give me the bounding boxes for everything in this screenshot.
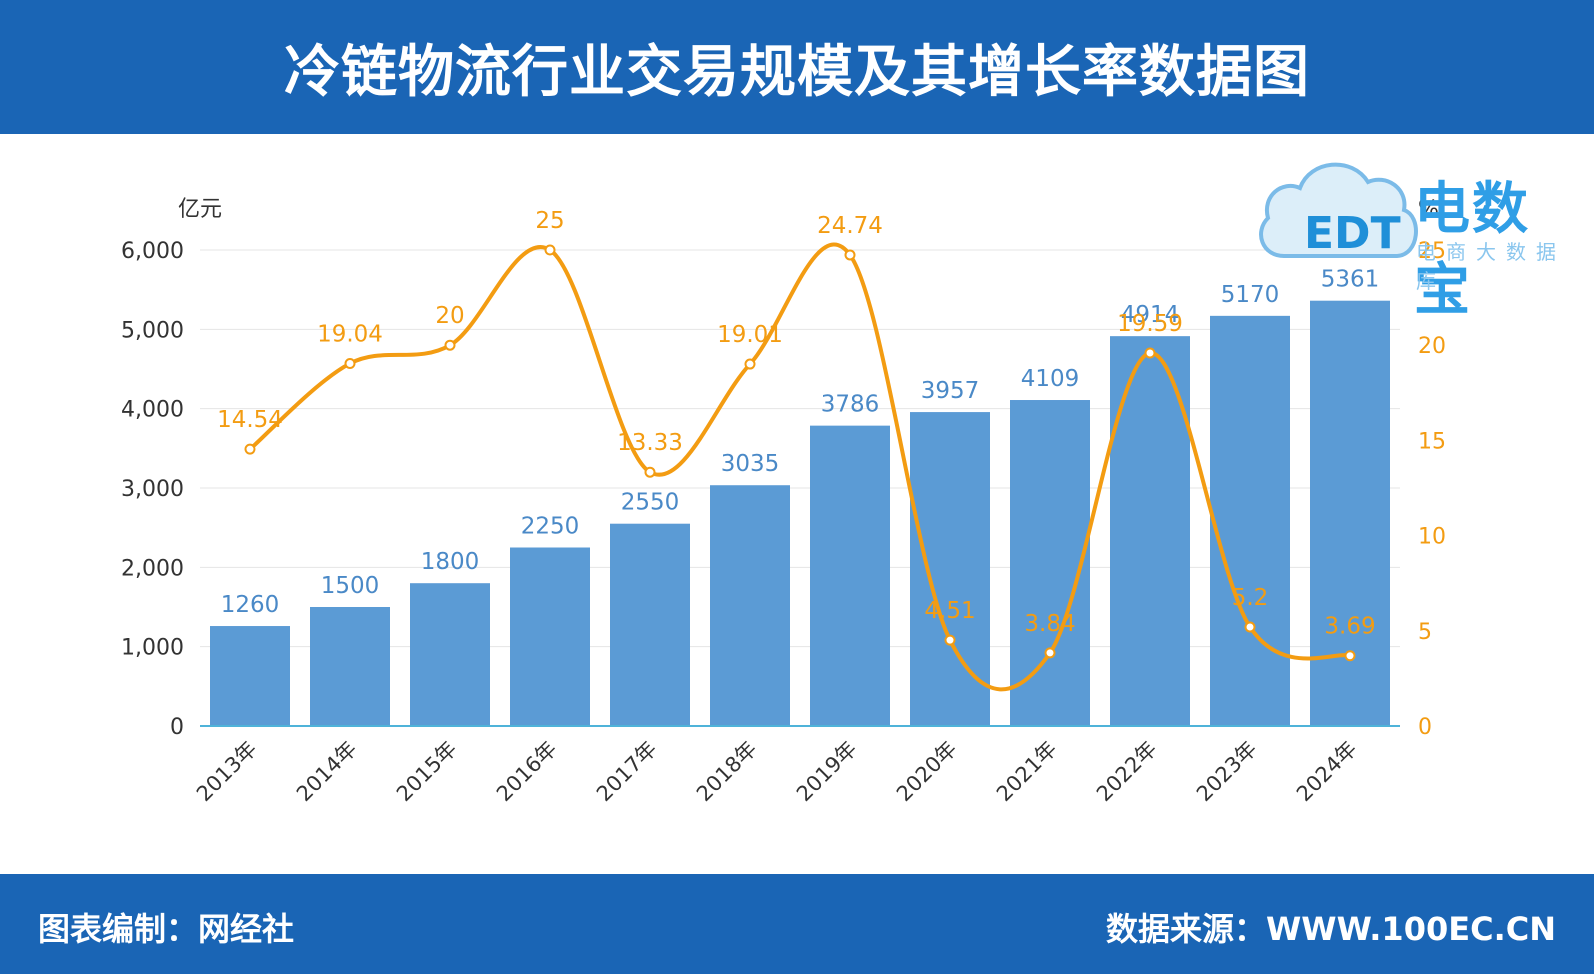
line-point xyxy=(844,249,856,261)
compiled-by: 图表编制：网经社 xyxy=(38,910,295,948)
line-value-label: 14.54 xyxy=(217,407,283,433)
line-point xyxy=(1044,647,1056,659)
line-value-label: 20 xyxy=(435,303,464,329)
y-right-tick-label: 5 xyxy=(1418,620,1432,645)
y-left-tick-label: 0 xyxy=(170,715,184,740)
y-left-tick-label: 5,000 xyxy=(121,318,184,343)
line-value-label: 19.01 xyxy=(717,322,783,348)
y-left-tick-label: 2,000 xyxy=(121,556,184,581)
y-left-tick-label: 1,000 xyxy=(121,636,184,661)
line-point xyxy=(1244,621,1256,633)
bar-value-label: 2250 xyxy=(521,514,580,540)
bar-value-label: 1800 xyxy=(421,549,480,575)
bar-value-label: 4109 xyxy=(1021,366,1080,392)
y-right-tick-label: 0 xyxy=(1418,715,1432,740)
cloud-logo-icon: EDT xyxy=(1259,162,1418,259)
gridlines xyxy=(200,249,1400,648)
bar-value-label: 3957 xyxy=(921,378,980,404)
y-left-tick-label: 4,000 xyxy=(121,398,184,423)
bar xyxy=(310,607,390,726)
line-value-label: 5.2 xyxy=(1232,585,1269,611)
line-value-label: 24.74 xyxy=(817,213,883,239)
bar xyxy=(610,523,690,726)
bar-value-label: 3786 xyxy=(821,392,880,418)
line-value-label: 19.04 xyxy=(317,321,383,347)
x-tick-label: 2022年 xyxy=(1092,737,1162,807)
bar xyxy=(410,583,490,726)
bar xyxy=(510,547,590,726)
brand-logo: EDT 电数宝 电商大数据库 xyxy=(1256,144,1586,323)
bar-value-label: 4914 xyxy=(1121,302,1180,328)
line-point xyxy=(644,466,656,478)
bar xyxy=(710,485,790,726)
bar-value-label: 5170 xyxy=(1221,282,1280,308)
x-tick-label: 2019年 xyxy=(792,737,862,807)
line-value-label: 3.69 xyxy=(1324,614,1375,640)
brand-tagline: 电商大数据库 xyxy=(1416,240,1566,293)
y-right-unit-label: % xyxy=(1418,197,1439,222)
line-point xyxy=(1344,650,1356,662)
line-point xyxy=(344,357,356,369)
bar xyxy=(910,412,990,726)
brand-name: 电数宝 xyxy=(1414,177,1530,323)
bar xyxy=(1310,300,1390,726)
bar-series: 1260 1500 1800 2250 2550 3035 3786 3957 4109 4914… xyxy=(210,267,1390,726)
x-tick-label: 2017年 xyxy=(592,737,662,807)
y-right-tick-label: 20 xyxy=(1418,334,1446,359)
bar-value-label: 1260 xyxy=(221,592,280,618)
title-banner: 冷链物流行业交易规模及其增长率数据图 xyxy=(0,0,1594,134)
x-tick-label: 2015年 xyxy=(392,737,462,807)
line-value-label: 13.33 xyxy=(617,430,683,456)
bar-value-label: 1500 xyxy=(321,573,380,599)
y-left-tick-label: 3,000 xyxy=(121,477,184,502)
y-right-tick-label: 10 xyxy=(1418,525,1446,550)
bar-value-label: 2550 xyxy=(621,490,680,516)
line-value-label: 4.51 xyxy=(924,598,975,624)
line-point xyxy=(1144,347,1156,359)
brand-mark: EDT xyxy=(1304,208,1401,259)
line-value-label: 19.59 xyxy=(1117,311,1183,337)
x-tick-label: 2021年 xyxy=(992,737,1062,807)
data-source: 数据来源：WWW.100EC.CN xyxy=(1105,910,1556,948)
x-tick-label: 2018年 xyxy=(692,737,762,807)
bar xyxy=(1210,315,1290,726)
y-left-tick-label: 6,000 xyxy=(121,239,184,264)
line-value-label: 25 xyxy=(535,208,564,234)
line-value-label: 3.84 xyxy=(1024,611,1075,637)
line-point xyxy=(544,244,556,256)
y-left-unit-label: 亿元 xyxy=(178,197,222,222)
bar xyxy=(1010,400,1090,726)
footer-banner: 图表编制：网经社 数据来源：WWW.100EC.CN xyxy=(0,874,1594,974)
x-tick-label: 2016年 xyxy=(492,737,562,807)
line-point xyxy=(244,443,256,455)
bar-value-label: 5361 xyxy=(1321,267,1380,293)
line-point xyxy=(744,358,756,370)
line-series: 14.54 19.04 20 25 13.33 19.01 24.74 4.51 3.84 19.… xyxy=(217,208,1376,692)
line-point xyxy=(444,339,456,351)
chart-title: 冷链物流行业交易规模及其增长率数据图 xyxy=(284,39,1310,105)
x-tick-label: 2024年 xyxy=(1292,737,1362,807)
x-tick-label: 2020年 xyxy=(892,737,962,807)
bar xyxy=(810,425,890,726)
bar xyxy=(210,626,290,726)
x-tick-label: 2014年 xyxy=(292,737,362,807)
line-point xyxy=(944,634,956,646)
y-right-tick-label: 15 xyxy=(1418,429,1446,454)
bar-value-label: 3035 xyxy=(721,451,780,477)
x-tick-label: 2023年 xyxy=(1192,737,1262,807)
y-right-tick-label: 25 xyxy=(1418,239,1446,264)
x-tick-label: 2013年 xyxy=(192,737,262,807)
